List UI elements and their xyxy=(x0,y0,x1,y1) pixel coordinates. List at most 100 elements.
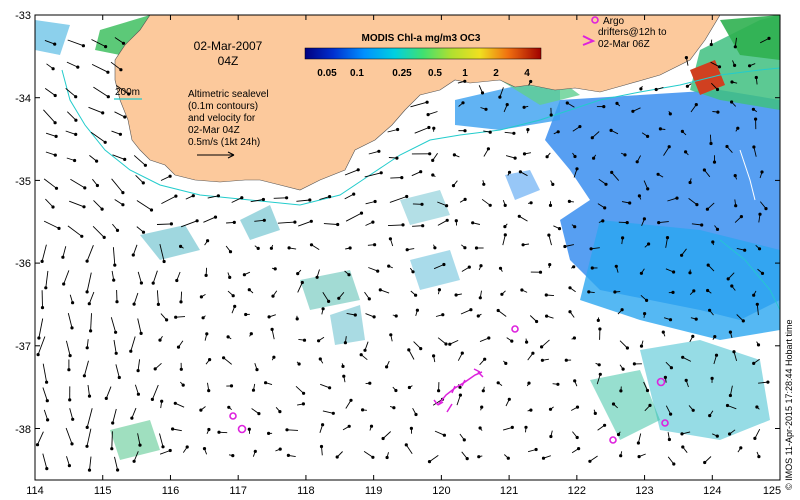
velocity-arrow-head xyxy=(654,87,658,92)
velocity-arrow-head xyxy=(565,101,569,105)
velocity-arrow-icon xyxy=(663,146,670,156)
velocity-arrow-head xyxy=(111,421,115,425)
australia-landmass xyxy=(114,15,721,191)
velocity-arrow-icon xyxy=(83,360,89,376)
velocity-arrow-icon xyxy=(133,451,139,462)
velocity-arrow-head xyxy=(604,182,608,186)
velocity-arrow-head xyxy=(708,414,712,418)
svg-text:02-Mar 04Z: 02-Mar 04Z xyxy=(188,125,240,136)
velocity-arrow-head xyxy=(407,385,411,390)
velocity-arrow-icon xyxy=(88,291,95,304)
velocity-arrow-head xyxy=(657,221,661,225)
velocity-arrow-icon xyxy=(759,37,770,44)
velocity-arrow-head xyxy=(117,375,121,380)
velocity-arrow-icon xyxy=(413,341,422,349)
velocity-arrow-head xyxy=(639,271,644,275)
velocity-arrow-head xyxy=(706,288,710,293)
credit-text: © IMOS 11-Apr-2015 17:28:44 Hobart time xyxy=(784,319,794,490)
velocity-arrow-icon xyxy=(729,385,733,396)
velocity-arrow-icon xyxy=(273,197,287,199)
velocity-arrow-head xyxy=(204,273,208,277)
velocity-arrow-icon xyxy=(295,385,304,394)
velocity-arrow-head xyxy=(264,381,268,385)
x-axis: 114 115 116 117 118 119 120 121 122 123 … xyxy=(26,485,781,497)
velocity-arrow-head xyxy=(442,433,446,437)
velocity-arrow-head xyxy=(401,223,405,227)
x-tick-label: 124 xyxy=(703,485,721,497)
velocity-arrow-head xyxy=(603,423,607,427)
velocity-arrow-head xyxy=(609,128,613,132)
velocity-arrow-head xyxy=(752,361,756,365)
argo-float-icon xyxy=(656,377,666,387)
velocity-arrow-head xyxy=(748,64,752,68)
velocity-arrow-icon xyxy=(136,200,152,211)
velocity-arrow-head xyxy=(130,416,134,420)
velocity-arrow-head xyxy=(592,156,596,160)
velocity-arrow-head xyxy=(734,204,738,208)
velocity-arrow-head xyxy=(708,308,712,312)
velocity-arrow-icon xyxy=(43,220,60,229)
velocity-arrow-head xyxy=(568,310,572,314)
velocity-arrow-icon xyxy=(66,61,78,68)
velocity-arrow-head xyxy=(206,239,210,243)
velocity-arrow-head xyxy=(400,176,404,180)
velocity-arrow-head xyxy=(601,219,605,223)
velocity-arrow-head xyxy=(767,36,771,41)
velocity-arrow-head xyxy=(414,293,418,297)
velocity-arrow-head xyxy=(373,243,377,247)
velocity-arrow-head xyxy=(541,456,546,460)
velocity-arrow-head xyxy=(648,403,652,407)
x-tick-label: 118 xyxy=(297,485,315,497)
velocity-arrow-head xyxy=(71,417,75,421)
velocity-arrow-head xyxy=(181,383,185,387)
velocity-arrow-head xyxy=(121,191,125,195)
isobath-200m-contour xyxy=(61,67,780,206)
velocity-arrow-head xyxy=(757,247,762,251)
velocity-arrow-head xyxy=(171,427,175,431)
velocity-arrow-icon xyxy=(44,88,56,96)
velocity-arrow-head xyxy=(261,197,265,202)
velocity-arrow-icon xyxy=(286,429,299,431)
velocity-arrow-head xyxy=(321,423,325,427)
velocity-arrow-head xyxy=(619,389,623,393)
velocity-arrow-head xyxy=(156,302,160,306)
velocity-arrow-head xyxy=(123,115,127,119)
velocity-arrow-head xyxy=(621,236,625,240)
velocity-arrow-icon xyxy=(43,409,49,421)
velocity-arrow-head xyxy=(175,278,179,283)
x-tick-label: 117 xyxy=(229,485,247,497)
velocity-arrow-head xyxy=(598,327,602,331)
velocity-arrow-head xyxy=(730,100,734,104)
sealevel-contour xyxy=(739,149,756,201)
velocity-arrow-icon xyxy=(611,172,620,181)
x-tick-label: 114 xyxy=(26,485,44,497)
velocity-arrow-head xyxy=(503,233,507,237)
velocity-arrow-icon xyxy=(92,225,105,238)
velocity-arrow-head xyxy=(487,336,491,340)
colorbar-tick-label: 4 xyxy=(524,68,530,79)
velocity-arrow-head xyxy=(620,308,624,312)
velocity-arrow-head xyxy=(426,113,430,117)
velocity-arrow-head xyxy=(369,424,374,428)
velocity-arrow-icon xyxy=(105,386,112,399)
velocity-arrow-icon xyxy=(65,427,73,445)
x-tick-label: 115 xyxy=(94,485,112,497)
velocity-arrow-head xyxy=(173,401,177,405)
velocity-arrow-icon xyxy=(410,101,428,108)
velocity-arrow-head xyxy=(112,278,116,282)
velocity-arrow-head xyxy=(610,170,614,174)
velocity-arrow-head xyxy=(669,412,673,416)
velocity-arrow-head xyxy=(590,266,594,270)
velocity-arrow-head xyxy=(295,317,299,321)
velocity-arrow-icon xyxy=(137,359,141,371)
velocity-arrow-head xyxy=(278,410,282,414)
velocity-arrow-head xyxy=(628,201,632,205)
drifters-legend-line1: drifters@12h to xyxy=(598,27,667,38)
velocity-arrow-icon xyxy=(66,456,70,466)
velocity-arrow-head xyxy=(427,460,432,464)
velocity-arrow-head xyxy=(70,442,74,446)
velocity-arrow-head xyxy=(45,380,49,384)
velocity-arrow-head xyxy=(67,368,71,372)
velocity-arrow-head xyxy=(160,399,164,403)
velocity-arrow-head xyxy=(419,170,423,174)
